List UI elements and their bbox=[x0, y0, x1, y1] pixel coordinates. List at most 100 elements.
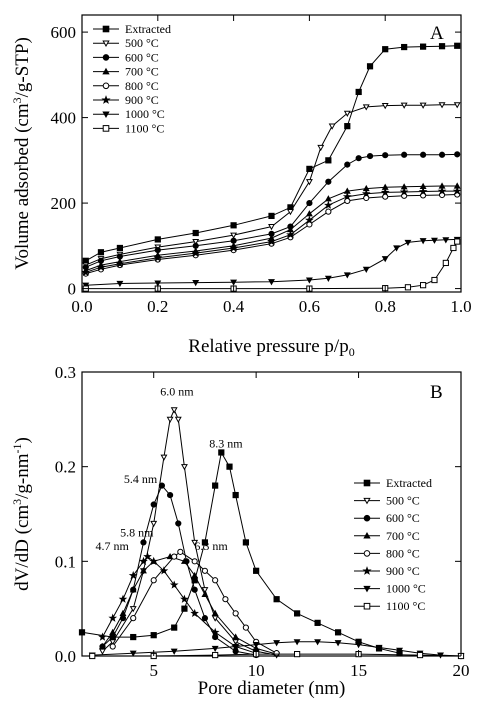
data-point bbox=[171, 624, 178, 631]
data-point bbox=[452, 186, 462, 195]
legend-marker bbox=[102, 40, 110, 48]
legend-marker bbox=[102, 67, 110, 75]
legend-marker bbox=[363, 514, 371, 522]
data-point bbox=[129, 586, 137, 593]
legend-marker bbox=[102, 82, 110, 90]
legend-label: 1000 °C bbox=[125, 107, 165, 121]
data-point bbox=[230, 279, 238, 286]
data-point bbox=[442, 259, 449, 267]
data-point bbox=[450, 244, 457, 252]
data-point bbox=[109, 628, 117, 635]
data-point bbox=[166, 491, 174, 499]
x-tick-label: 0.8 bbox=[375, 297, 396, 316]
data-point bbox=[154, 236, 161, 243]
legend-item-extracted: Extracted bbox=[354, 476, 432, 490]
data-point bbox=[431, 237, 438, 244]
data-point bbox=[78, 629, 86, 636]
data-point bbox=[99, 642, 106, 650]
series-line-extracted bbox=[85, 45, 458, 262]
data-point bbox=[160, 454, 168, 461]
data-point bbox=[454, 42, 461, 49]
data-point bbox=[192, 280, 200, 287]
data-point bbox=[109, 643, 116, 650]
data-point bbox=[438, 151, 446, 158]
data-point bbox=[190, 608, 199, 618]
legend-marker bbox=[101, 95, 111, 104]
data-point bbox=[116, 280, 124, 288]
data-point bbox=[273, 650, 280, 657]
series-line-800-c bbox=[112, 551, 277, 654]
data-point bbox=[344, 123, 351, 130]
panel-b-series bbox=[78, 407, 465, 660]
series-line-600-c bbox=[102, 484, 257, 656]
data-point bbox=[242, 539, 249, 546]
data-point bbox=[268, 224, 275, 231]
pore-size-annotation: 4.7 nm bbox=[96, 539, 130, 553]
panel-b-annotations: 6.0 nm 8.3 nm 5.4 nm 5.8 nm4.7 nm 6.3 nm bbox=[96, 385, 244, 553]
series-line-1000-c bbox=[92, 641, 462, 657]
data-point bbox=[119, 609, 127, 616]
series-line-500-c bbox=[85, 104, 458, 266]
data-point bbox=[361, 189, 371, 198]
data-point bbox=[420, 282, 427, 289]
data-point bbox=[98, 632, 107, 641]
data-point bbox=[399, 187, 409, 196]
data-point bbox=[201, 590, 209, 598]
data-point bbox=[396, 647, 403, 654]
data-point bbox=[218, 449, 225, 456]
data-point bbox=[454, 238, 461, 245]
data-point bbox=[382, 46, 389, 53]
data-point bbox=[159, 566, 169, 575]
legend-marker bbox=[363, 531, 371, 539]
data-point bbox=[230, 232, 238, 239]
legend-item-600-c: 600 °C bbox=[354, 511, 420, 525]
data-point bbox=[222, 596, 229, 603]
x-tick-label: 10 bbox=[248, 661, 265, 680]
data-point bbox=[314, 619, 321, 626]
data-point bbox=[181, 605, 188, 612]
data-point bbox=[273, 596, 280, 603]
data-point bbox=[150, 632, 157, 639]
data-point bbox=[232, 633, 240, 640]
data-point bbox=[115, 259, 125, 268]
legend-marker bbox=[363, 497, 371, 505]
panel-a-y-label-sup: 3 bbox=[10, 97, 24, 103]
data-point bbox=[211, 609, 219, 616]
data-point bbox=[381, 103, 389, 110]
data-point bbox=[355, 642, 363, 649]
panel-a: 0.0 0.2 0.4 0.6 0.8 1.0 0 200 400 600 A Extracted… bbox=[10, 14, 472, 359]
data-point bbox=[149, 556, 159, 566]
legend-item-1000-c: 1000 °C bbox=[354, 582, 426, 596]
series-1000-c bbox=[82, 236, 461, 289]
data-point bbox=[305, 179, 313, 186]
data-point bbox=[232, 643, 240, 651]
series-700-c bbox=[99, 552, 281, 657]
panel-b-y-label-sup: 3 bbox=[10, 499, 24, 505]
x-tick-label: 15 bbox=[350, 661, 367, 680]
legend-item-700-c: 700 °C bbox=[93, 65, 159, 79]
y-tick-label: 400 bbox=[51, 109, 77, 128]
data-point bbox=[158, 482, 165, 489]
data-point bbox=[324, 195, 332, 202]
data-point bbox=[267, 236, 276, 246]
data-point bbox=[286, 230, 295, 239]
panel-b-x-axis-label: Pore diameter (nm) bbox=[198, 678, 346, 699]
data-point bbox=[453, 102, 461, 109]
data-point bbox=[116, 244, 124, 252]
data-point bbox=[170, 407, 178, 414]
data-point bbox=[129, 606, 137, 613]
data-point bbox=[344, 161, 351, 168]
data-point bbox=[362, 266, 370, 273]
legend-item-1000-c: 1000 °C bbox=[93, 107, 165, 121]
legend-item-500-c: 500 °C bbox=[354, 494, 420, 508]
legend-label: 600 °C bbox=[386, 511, 420, 525]
data-point bbox=[174, 416, 182, 423]
data-point bbox=[166, 416, 174, 423]
legend-item-800-c: 800 °C bbox=[93, 79, 159, 93]
data-point bbox=[419, 238, 427, 245]
data-point bbox=[229, 243, 238, 252]
series-500-c bbox=[82, 102, 461, 269]
data-point bbox=[314, 639, 322, 646]
panel-b: 5 10 15 20 0.0 0.1 0.2 0.3 B Extracted 500 °C 600… bbox=[10, 363, 470, 699]
data-point bbox=[191, 586, 198, 593]
